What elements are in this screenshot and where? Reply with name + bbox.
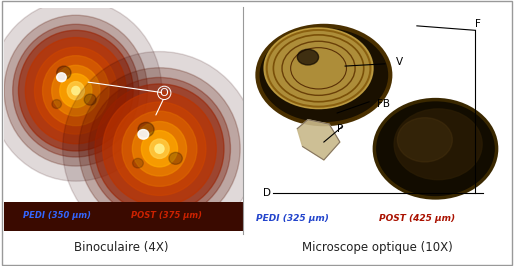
Ellipse shape (138, 130, 149, 139)
Polygon shape (297, 120, 340, 160)
Ellipse shape (43, 56, 109, 126)
Text: O: O (160, 88, 169, 98)
Ellipse shape (60, 74, 92, 107)
Text: FB: FB (377, 99, 390, 109)
Ellipse shape (19, 30, 133, 151)
Text: V: V (396, 57, 403, 66)
Ellipse shape (103, 92, 216, 206)
Ellipse shape (52, 65, 100, 116)
Ellipse shape (150, 139, 169, 159)
Ellipse shape (57, 66, 71, 80)
Ellipse shape (72, 86, 80, 95)
Text: D: D (263, 188, 271, 198)
Ellipse shape (122, 111, 197, 186)
Text: P: P (337, 124, 343, 134)
Text: POST (425 μm): POST (425 μm) (379, 214, 455, 223)
Ellipse shape (25, 38, 126, 144)
Ellipse shape (95, 84, 224, 214)
Ellipse shape (133, 158, 143, 168)
Text: PEDI (350 μm): PEDI (350 μm) (23, 211, 90, 220)
Ellipse shape (374, 99, 497, 198)
Ellipse shape (84, 94, 96, 105)
Ellipse shape (394, 109, 482, 180)
Ellipse shape (141, 131, 177, 167)
Ellipse shape (63, 52, 256, 246)
Ellipse shape (79, 68, 240, 230)
Ellipse shape (52, 99, 62, 109)
Ellipse shape (397, 118, 452, 162)
Ellipse shape (155, 144, 164, 153)
Ellipse shape (34, 47, 117, 134)
Text: Binoculaire (4X): Binoculaire (4X) (74, 241, 168, 254)
Ellipse shape (4, 15, 148, 166)
Ellipse shape (133, 122, 187, 176)
Ellipse shape (113, 102, 206, 196)
Text: F: F (475, 19, 481, 29)
Ellipse shape (169, 152, 182, 164)
Ellipse shape (13, 24, 139, 157)
Ellipse shape (297, 49, 319, 65)
Ellipse shape (138, 122, 154, 137)
Ellipse shape (0, 0, 162, 181)
Text: Microscope optique (10X): Microscope optique (10X) (302, 241, 453, 254)
Ellipse shape (264, 28, 373, 109)
Ellipse shape (67, 82, 84, 100)
Ellipse shape (57, 73, 66, 82)
Ellipse shape (88, 77, 230, 220)
FancyBboxPatch shape (4, 202, 243, 231)
Text: PEDI (325 μm): PEDI (325 μm) (255, 214, 328, 223)
Ellipse shape (258, 26, 390, 124)
Text: POST (375 μm): POST (375 μm) (131, 211, 202, 220)
